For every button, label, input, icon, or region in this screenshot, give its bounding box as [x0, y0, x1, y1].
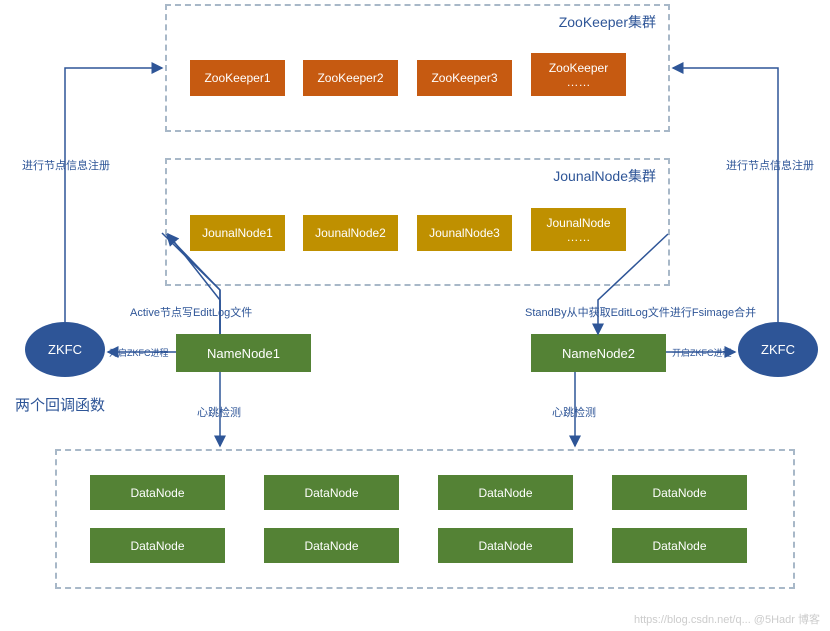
label-zkfc-proc-right: 开启ZKFC进程: [672, 346, 732, 359]
journalnode-more: JounalNode ……: [531, 208, 626, 251]
zookeeper-node-more: ZooKeeper ……: [531, 53, 626, 96]
label-callback: 两个回调函数: [15, 394, 105, 415]
watermark-text: https://blog.csdn.net/q... @5Hadr 博客: [634, 611, 820, 627]
datanode-8: DataNode: [612, 528, 747, 563]
journalnode-1: JounalNode1: [190, 215, 285, 251]
datanode-6: DataNode: [264, 528, 399, 563]
zkfc-left: ZKFC: [25, 322, 105, 377]
namenode-1: NameNode1: [176, 334, 311, 372]
zkfc-right: ZKFC: [738, 322, 818, 377]
namenode-2: NameNode2: [531, 334, 666, 372]
journalnode-cluster-title: JounalNode集群: [553, 166, 656, 186]
label-register-left: 进行节点信息注册: [22, 157, 110, 173]
journalnode-3: JounalNode3: [417, 215, 512, 251]
datanode-4: DataNode: [612, 475, 747, 510]
label-register-right: 进行节点信息注册: [726, 157, 814, 173]
label-heartbeat-right: 心跳检测: [552, 404, 596, 420]
zookeeper-node-1: ZooKeeper1: [190, 60, 285, 96]
zookeeper-cluster-title: ZooKeeper集群: [559, 12, 656, 32]
journalnode-2: JounalNode2: [303, 215, 398, 251]
datanode-cluster-box: [55, 449, 795, 589]
label-standby-editlog: StandBy从中获取EditLog文件进行Fsimage合并: [525, 304, 756, 320]
zookeeper-node-2: ZooKeeper2: [303, 60, 398, 96]
datanode-2: DataNode: [264, 475, 399, 510]
label-active-editlog: Active节点写EditLog文件: [130, 304, 252, 320]
datanode-7: DataNode: [438, 528, 573, 563]
datanode-3: DataNode: [438, 475, 573, 510]
label-heartbeat-left: 心跳检测: [197, 404, 241, 420]
label-zkfc-proc-left: 开启ZKFC进程: [109, 346, 169, 359]
datanode-5: DataNode: [90, 528, 225, 563]
zookeeper-node-3: ZooKeeper3: [417, 60, 512, 96]
datanode-1: DataNode: [90, 475, 225, 510]
